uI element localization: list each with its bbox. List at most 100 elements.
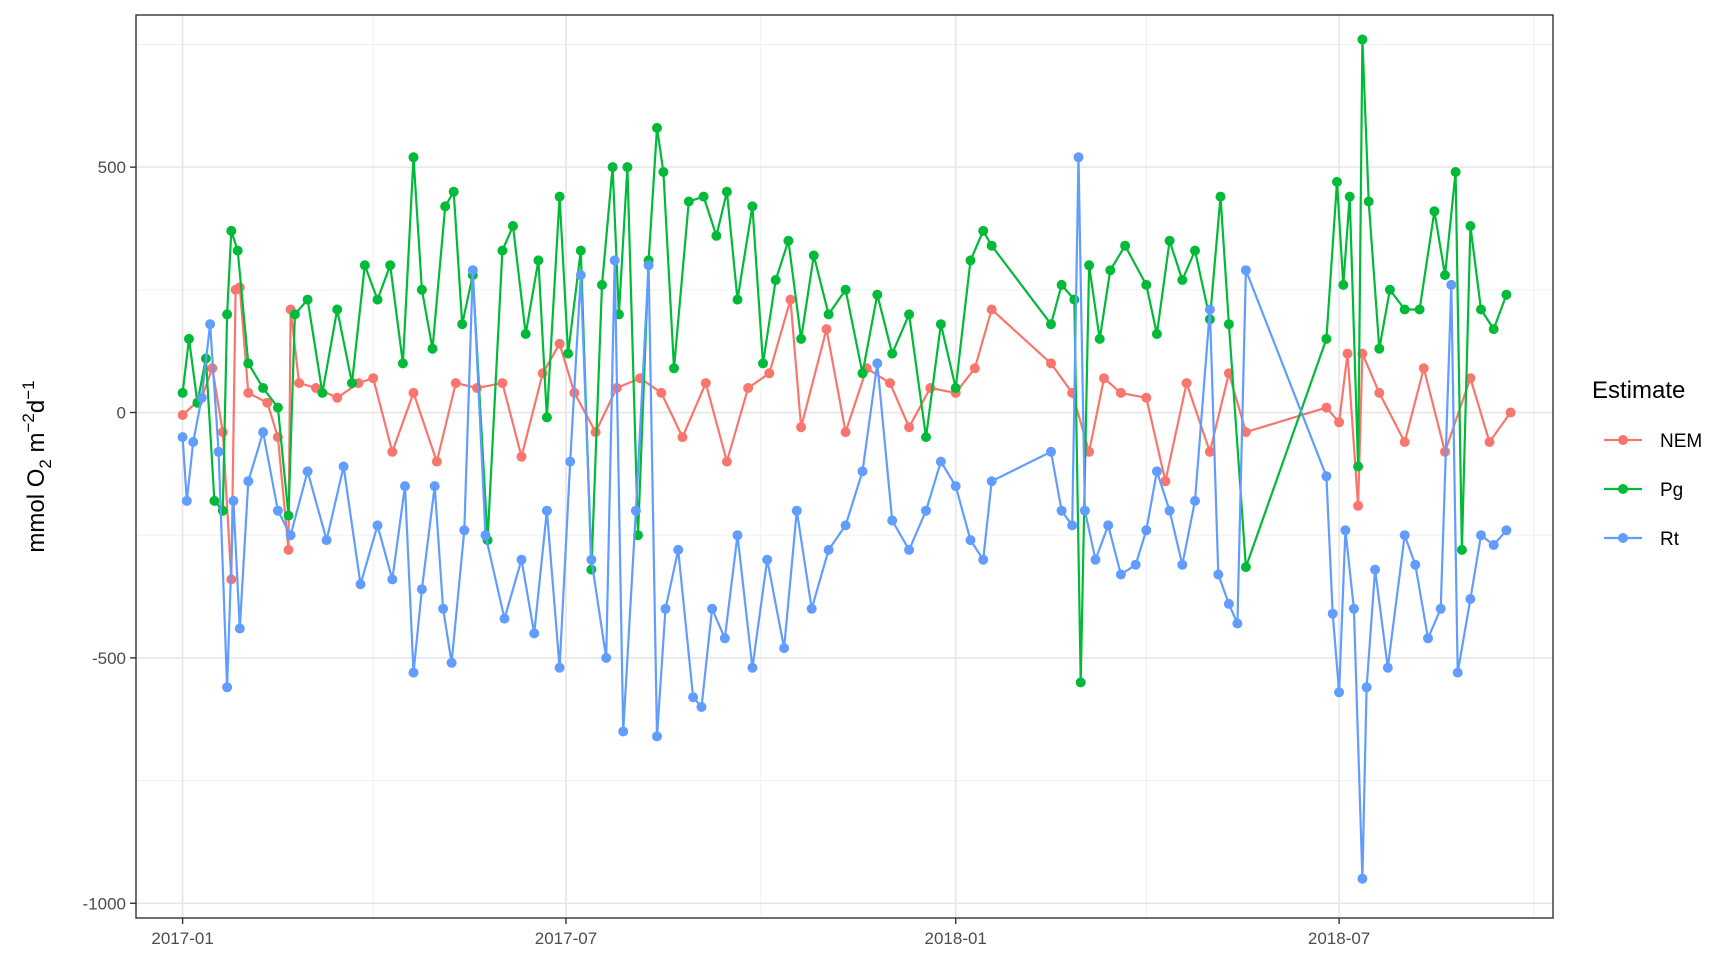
data-point-rt: [213, 446, 224, 457]
data-point-nem: [969, 363, 980, 374]
data-point-pg: [658, 167, 669, 177]
data-point-pg: [1357, 34, 1368, 45]
data-point-nem: [821, 324, 832, 335]
data-point-rt: [1488, 540, 1499, 550]
data-point-rt: [904, 544, 915, 555]
data-point-rt: [1164, 505, 1175, 516]
data-point-nem: [497, 378, 508, 389]
data-point-rt: [355, 579, 366, 590]
data-point-pg: [1363, 196, 1374, 207]
data-point-rt: [1190, 495, 1200, 506]
data-point-rt: [1232, 618, 1243, 629]
data-point-pg: [857, 368, 868, 379]
data-point-rt: [516, 554, 527, 565]
data-point-nem: [368, 373, 379, 384]
data-point-rt: [1223, 598, 1234, 609]
data-point-pg: [1141, 279, 1152, 290]
data-point-rt: [1399, 530, 1410, 541]
data-point-rt: [1177, 559, 1188, 570]
data-point-pg: [397, 358, 408, 369]
data-point-rt: [1501, 525, 1512, 536]
data-point-rt: [554, 662, 565, 673]
data-point-nem: [177, 410, 188, 420]
legend-key-point: [1618, 484, 1628, 494]
data-point-rt: [1465, 594, 1476, 604]
data-point-rt: [467, 265, 478, 276]
data-point-rt: [921, 505, 931, 516]
data-point-rt: [823, 544, 834, 555]
data-point-pg: [840, 284, 851, 295]
data-point-pg: [1120, 240, 1131, 251]
series-line-rt: [181, 156, 1508, 880]
data-point-pg: [935, 319, 946, 330]
data-point-rt: [1067, 520, 1078, 531]
data-point-pg: [1046, 319, 1056, 330]
data-point-pg: [1450, 167, 1461, 177]
data-point-rt: [1446, 279, 1457, 290]
data-point-pg: [347, 378, 357, 389]
data-point-rt: [1423, 633, 1433, 644]
legend-item-rt: Rt: [1604, 529, 1680, 550]
data-point-rt: [1240, 265, 1251, 276]
data-point-pg: [1069, 294, 1080, 305]
data-point-pg: [258, 383, 269, 393]
data-point-pg: [978, 225, 989, 236]
panel-background: [136, 15, 1553, 918]
legend-label: Rt: [1660, 529, 1680, 550]
data-point-rt: [529, 628, 540, 639]
data-point-rt: [302, 466, 313, 477]
data-point-pg: [416, 284, 427, 295]
data-point-nem: [1342, 348, 1353, 359]
data-point-pg: [554, 191, 565, 202]
data-point-rt: [1090, 554, 1101, 565]
data-point-nem: [1484, 437, 1495, 447]
data-point-pg: [440, 201, 451, 212]
data-point-pg: [1094, 333, 1105, 344]
data-point-rt: [978, 554, 989, 565]
data-point-nem: [700, 378, 711, 389]
data-point-rt: [1361, 682, 1372, 693]
data-point-rt: [872, 358, 883, 369]
data-point-pg: [808, 250, 819, 261]
legend-item-pg: Pg: [1604, 480, 1683, 501]
data-point-rt: [196, 392, 207, 403]
data-point-pg: [1414, 304, 1425, 315]
data-point-rt: [285, 530, 296, 541]
data-point-nem: [1240, 427, 1251, 438]
data-point-pg: [921, 432, 931, 443]
data-point-pg: [1321, 333, 1332, 344]
data-point-nem: [217, 427, 228, 438]
data-point-rt: [1327, 608, 1338, 619]
data-point-rt: [887, 515, 898, 526]
data-point-pg: [747, 201, 758, 212]
data-point-nem: [677, 432, 688, 443]
data-point-nem: [785, 294, 796, 305]
data-point-nem: [1465, 373, 1476, 384]
data-point-rt: [950, 481, 961, 492]
data-point-rt: [387, 574, 398, 585]
x-tick-label: 2018-01: [925, 929, 987, 948]
series-layer: [177, 34, 1516, 884]
data-point-rt: [643, 260, 654, 271]
legend-label: Pg: [1660, 480, 1683, 501]
data-point-rt: [609, 255, 620, 266]
legend-key-point: [1618, 533, 1628, 543]
data-point-nem: [450, 378, 461, 389]
data-point-nem: [283, 544, 294, 555]
data-point-rt: [258, 427, 269, 438]
data-point-rt: [400, 481, 410, 492]
data-point-rt: [779, 643, 790, 654]
data-point-rt: [688, 692, 699, 703]
data-point-pg: [1465, 221, 1476, 231]
data-point-rt: [719, 633, 730, 644]
data-point-nem: [1160, 476, 1171, 487]
legend: Estimate NEM Pg Rt: [1592, 377, 1702, 550]
data-point-nem: [431, 456, 442, 467]
data-point-pg: [497, 245, 508, 256]
data-point-pg: [408, 152, 419, 163]
data-point-rt: [696, 702, 707, 712]
data-point-pg: [872, 289, 883, 300]
data-point-pg: [698, 191, 709, 202]
data-point-rt: [630, 505, 641, 516]
data-point-pg: [904, 309, 915, 320]
